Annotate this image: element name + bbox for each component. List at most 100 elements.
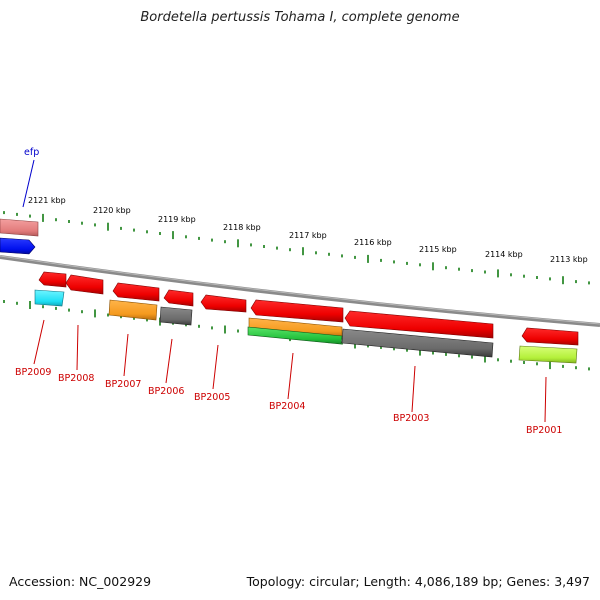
minor-tick [133,316,135,320]
leader-line-BP2001 [544,376,547,423]
minor-tick [81,221,83,225]
major-tick [107,222,109,231]
minor-tick [510,359,512,363]
minor-tick [588,281,590,285]
feature-labels: efp BP2009 BP2008 BP2007 BP2006 BP2005 B… [15,147,562,436]
minor-tick [471,355,473,359]
minor-tick [536,276,538,279]
feature-cyan[interactable] [34,289,65,307]
minor-tick [224,240,226,244]
major-tick [497,269,499,278]
leader-line-BP2007 [123,333,129,377]
genome-backbone-shine [0,255,600,325]
minor-tick [562,364,564,368]
tick-ring-outer [3,211,590,285]
kbp-label-2116: 2116 kbp [354,238,392,247]
leader-line-efp [22,159,35,208]
minor-tick [211,326,213,330]
minor-tick [263,245,265,248]
minor-tick [380,345,382,349]
minor-tick [289,248,291,252]
label-BP2009[interactable]: BP2009 [15,367,51,378]
major-tick [237,239,239,248]
minor-tick [341,254,343,258]
label-efp[interactable]: efp [24,147,39,158]
label-BP2007[interactable]: BP2007 [105,379,141,390]
feature-lime[interactable] [518,345,578,364]
feature-gray-1[interactable] [159,306,193,326]
gene-BP2004[interactable] [250,299,344,323]
label-BP2008[interactable]: BP2008 [58,373,94,384]
feature-efp-blue[interactable] [0,237,36,255]
minor-tick [497,358,499,362]
gene-BP2009[interactable] [38,271,67,288]
leader-lines [22,159,547,423]
feature-orange[interactable] [108,299,158,321]
minor-tick [393,347,395,351]
minor-tick [42,305,44,309]
minor-tick [510,273,512,277]
label-BP2006[interactable]: BP2006 [148,386,184,397]
gene-BP2007[interactable] [112,282,160,302]
minor-tick [458,354,460,358]
minor-tick [107,313,109,317]
minor-tick [3,211,5,215]
gene-BP2008[interactable] [65,274,104,295]
minor-tick [198,236,200,240]
major-tick [29,301,31,309]
minor-tick [3,300,5,303]
minor-tick [588,367,590,371]
minor-tick [484,270,486,274]
label-BP2001[interactable]: BP2001 [526,425,562,436]
accession-text: Accession: NC_002929 [9,574,152,589]
minor-tick [575,280,577,284]
label-BP2005[interactable]: BP2005 [194,392,230,403]
minor-tick [94,223,96,227]
leader-line-BP2004 [287,352,294,400]
major-tick [562,276,564,285]
gene-BP2003[interactable] [344,310,494,339]
gene-BP2005[interactable] [200,294,247,313]
gene-BP2006[interactable] [163,289,194,307]
feature-green[interactable] [247,326,343,345]
kbp-label-2113: 2113 kbp [550,255,588,264]
minor-tick [432,351,434,355]
minor-tick [419,263,421,267]
minor-tick [198,324,200,328]
label-BP2004[interactable]: BP2004 [269,401,305,412]
minor-tick [185,235,187,239]
minor-tick [328,252,330,256]
minor-tick [445,266,447,270]
minor-tick [380,258,382,262]
major-tick [432,262,434,271]
minor-tick [16,301,18,305]
major-tick [549,361,551,370]
label-BP2003[interactable]: BP2003 [393,413,429,424]
minor-tick [471,269,473,273]
genome-summary-text: Topology: circular; Length: 4,086,189 bp… [246,574,590,589]
minor-tick [445,352,447,356]
major-tick [302,247,304,256]
kbp-label-2114: 2114 kbp [485,250,523,259]
minor-tick [133,228,135,232]
minor-tick [237,329,239,333]
minor-tick [406,261,408,265]
major-tick [172,231,174,240]
genome-title: Bordetella pertussis Tohama I, complete … [140,10,460,25]
feature-efp[interactable] [0,218,39,237]
feature-gray-2[interactable] [341,328,494,358]
gene-BP2001[interactable] [521,327,579,346]
kbp-label-2117: 2117 kbp [289,231,327,240]
kbp-label-2118: 2118 kbp [223,223,261,232]
minor-tick [120,226,122,230]
minor-tick [406,348,408,352]
minor-tick [354,255,356,259]
major-tick [419,347,421,356]
minor-tick [523,361,525,364]
minor-tick [55,306,57,310]
minor-tick [523,274,525,278]
minor-tick [120,315,122,319]
minor-tick [211,238,213,242]
major-tick [94,309,96,318]
